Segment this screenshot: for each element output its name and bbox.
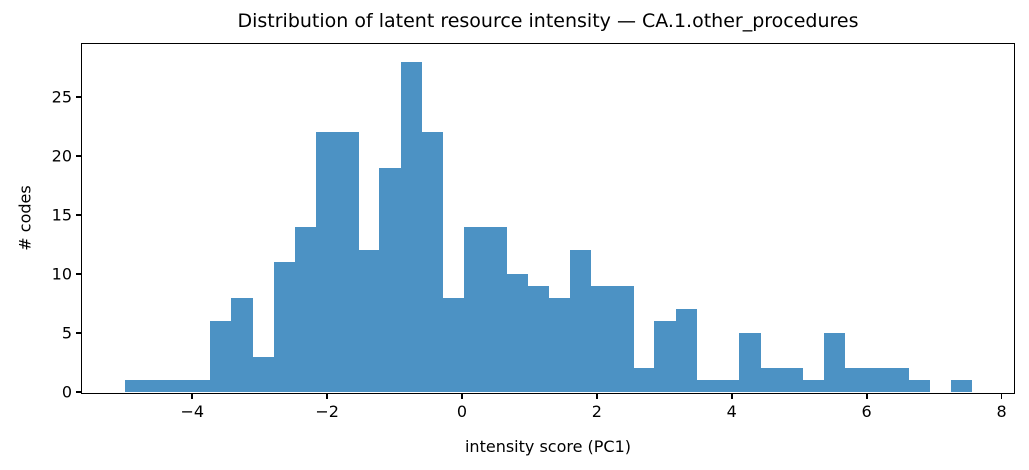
x-tick-label: −2 (315, 402, 339, 421)
histogram-bar (866, 368, 888, 392)
chart-title: Distribution of latent resource intensit… (237, 10, 859, 32)
y-tick-mark (76, 214, 82, 216)
histogram-bar (569, 250, 592, 392)
histogram-bar (379, 167, 402, 392)
histogram-bar (548, 297, 571, 392)
histogram-bar (231, 297, 253, 392)
y-tick-mark (76, 155, 82, 157)
y-tick-label: 20 (51, 146, 72, 166)
y-tick-label: 10 (51, 264, 72, 284)
x-tick-label: 4 (726, 402, 737, 421)
histogram-bar (442, 297, 465, 392)
x-tick-mark (191, 393, 194, 399)
histogram-bar (696, 380, 719, 392)
histogram-bar (188, 380, 211, 392)
x-tick-mark (595, 393, 598, 399)
x-tick-mark (730, 393, 733, 399)
y-axis-label: # codes (15, 185, 35, 251)
histogram-bar (781, 368, 804, 392)
histogram-bar (167, 380, 190, 392)
histogram-bar (633, 368, 655, 392)
x-tick-label: 6 (861, 402, 872, 421)
y-tick-mark (76, 273, 82, 275)
histogram-bar (760, 368, 782, 392)
histogram-bar (654, 321, 677, 392)
histogram-bar (675, 309, 698, 392)
histogram-bar (358, 250, 380, 392)
y-tick-label: 5 (61, 323, 72, 343)
histogram-bar (294, 226, 317, 392)
y-tick-label: 15 (51, 205, 72, 225)
histogram-bar (887, 368, 909, 392)
plot-area (83, 45, 1013, 392)
histogram-bar (315, 132, 338, 392)
x-tick-label: −4 (180, 402, 205, 421)
x-tick-mark (1000, 393, 1003, 399)
x-tick-label: 0 (456, 402, 468, 421)
histogram-bar (950, 380, 973, 392)
histogram-bar (717, 380, 740, 392)
histogram-bar (464, 226, 486, 392)
y-tick-mark (76, 96, 82, 98)
x-tick-label: 8 (996, 402, 1007, 421)
histogram-bar (506, 273, 528, 392)
histogram-bar (527, 285, 550, 392)
histogram-bar (252, 356, 275, 392)
x-tick-mark (461, 393, 463, 399)
x-tick-mark (326, 393, 329, 399)
histogram-bar (400, 61, 423, 392)
y-tick-mark (76, 391, 82, 393)
histogram-bar (485, 226, 507, 392)
y-tick-mark (76, 332, 82, 334)
histogram-bar (125, 380, 148, 392)
histogram-bar (908, 380, 931, 392)
histogram-bar (146, 380, 169, 392)
histogram-bar (844, 368, 867, 392)
histogram-bar (823, 333, 846, 392)
y-tick-label: 0 (61, 382, 72, 402)
histogram-bar (590, 285, 613, 392)
histogram-bar (802, 380, 825, 392)
histogram-bar (421, 132, 444, 392)
histogram-bar (210, 321, 232, 392)
x-tick-label: 2 (591, 402, 602, 421)
histogram-bar (273, 262, 296, 392)
histogram-bar (612, 285, 634, 392)
histogram-bar (739, 333, 761, 392)
histogram-bar (337, 132, 359, 392)
x-tick-mark (865, 393, 868, 399)
y-tick-label: 25 (51, 87, 72, 107)
x-axis-label: intensity score (PC1) (464, 437, 631, 456)
